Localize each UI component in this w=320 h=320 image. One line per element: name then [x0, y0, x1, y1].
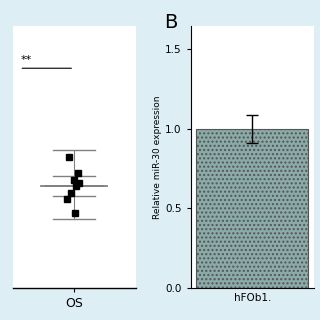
- Y-axis label: Relative miR-30 expression: Relative miR-30 expression: [153, 95, 162, 219]
- Text: B: B: [164, 13, 178, 32]
- Bar: [196, 129, 308, 288]
- Text: **: **: [20, 55, 32, 65]
